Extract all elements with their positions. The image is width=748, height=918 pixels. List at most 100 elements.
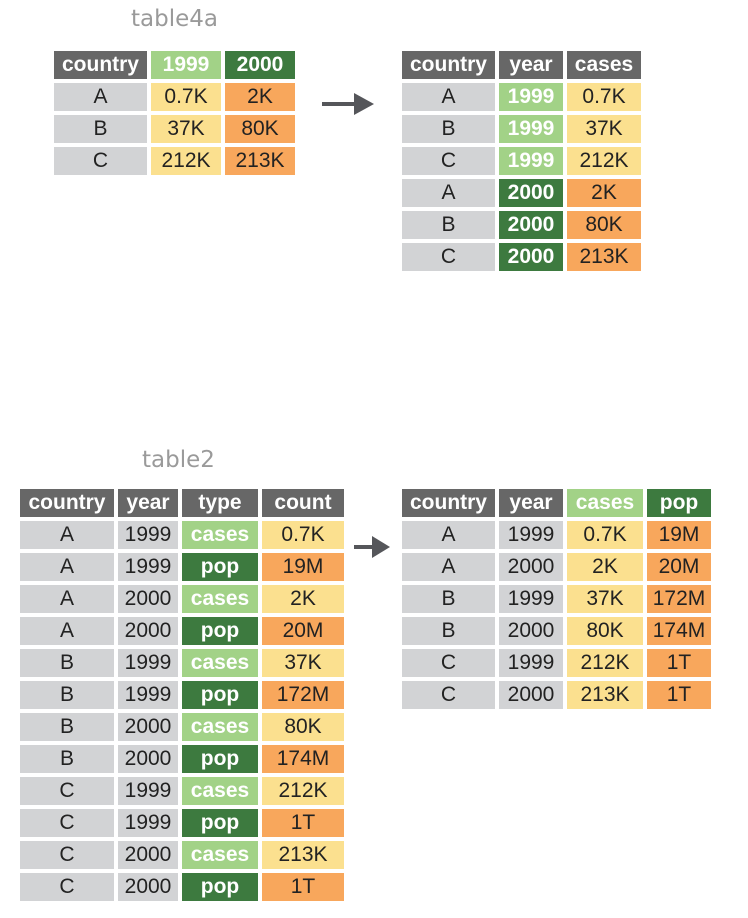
table-cell: B	[402, 617, 495, 645]
table-cell: B	[402, 585, 495, 613]
table4a-caption: table4a	[131, 6, 218, 32]
table-row: A 1999 pop 19M	[20, 553, 344, 581]
column-header: country	[20, 489, 114, 517]
table-cell: 2K	[567, 179, 641, 207]
column-header: country	[402, 51, 495, 79]
table-cell: B	[20, 745, 114, 773]
table-cell: 2000	[118, 585, 178, 613]
table-cell: 212K	[567, 649, 643, 677]
table-cell: 174M	[647, 617, 711, 645]
table-cell: 2000	[499, 617, 563, 645]
table-cell: 80K	[567, 211, 641, 239]
table-cell: 1999	[499, 649, 563, 677]
table-cell: 2000	[499, 211, 563, 239]
table-cell: C	[402, 147, 495, 175]
table2-tidy: country year cases pop A 1999 0.7K 19M A 2000 2K 20…	[402, 489, 711, 713]
table-row: A 1999 cases 0.7K	[20, 521, 344, 549]
table-row: B 2000 cases 80K	[20, 713, 344, 741]
table-cell: C	[20, 873, 114, 901]
table-cell: 213K	[262, 841, 344, 869]
table-cell: 2000	[499, 553, 563, 581]
table-cell: 1T	[647, 649, 711, 677]
column-header: 2000	[225, 51, 295, 79]
table-row: C 2000 213K 1T	[402, 681, 711, 709]
table-cell: pop	[182, 873, 258, 901]
column-header: cases	[567, 489, 643, 517]
table-cell: cases	[182, 521, 258, 549]
table-cell: 1999	[499, 585, 563, 613]
column-header: 1999	[151, 51, 221, 79]
table-cell: cases	[182, 649, 258, 677]
table4a-wide: country 1999 2000 A 0.7K 2K B 37K 80K C 212K 213K	[54, 51, 295, 179]
table-cell: A	[402, 521, 495, 549]
table-row: B 37K 80K	[54, 115, 295, 143]
column-header: country	[54, 51, 147, 79]
table-cell: C	[402, 649, 495, 677]
table-cell: 1999	[499, 147, 563, 175]
table-cell: 0.7K	[262, 521, 344, 549]
table-cell: 0.7K	[567, 83, 641, 111]
table-cell: 213K	[225, 147, 295, 175]
table-cell: pop	[182, 745, 258, 773]
table-cell: 1999	[118, 649, 178, 677]
table-cell: 37K	[567, 585, 643, 613]
table-cell: 2000	[499, 179, 563, 207]
header-row: country year cases pop	[402, 489, 711, 517]
table-row: C 1999 pop 1T	[20, 809, 344, 837]
table-cell: B	[20, 713, 114, 741]
table-cell: 2000	[118, 617, 178, 645]
table-cell: 37K	[567, 115, 641, 143]
table-cell: C	[54, 147, 147, 175]
table-cell: 2K	[225, 83, 295, 111]
table-cell: 1999	[118, 521, 178, 549]
table-cell: 2000	[118, 841, 178, 869]
table-row: A 0.7K 2K	[54, 83, 295, 111]
table-cell: cases	[182, 841, 258, 869]
table-cell: A	[20, 553, 114, 581]
table-row: B 2000 pop 174M	[20, 745, 344, 773]
table-cell: 212K	[567, 147, 641, 175]
table-cell: 80K	[225, 115, 295, 143]
table-row: A 2000 pop 20M	[20, 617, 344, 645]
table-cell: 2000	[499, 681, 563, 709]
table-row: B 1999 37K 172M	[402, 585, 711, 613]
table-row: B 1999 pop 172M	[20, 681, 344, 709]
table-cell: C	[20, 809, 114, 837]
table-cell: A	[20, 521, 114, 549]
column-header: year	[499, 51, 563, 79]
table-row: B 1999 37K	[402, 115, 641, 143]
table2-caption: table2	[142, 447, 215, 473]
column-header: year	[118, 489, 178, 517]
table-cell: 19M	[647, 521, 711, 549]
table-cell: 1T	[262, 873, 344, 901]
table-cell: 174M	[262, 745, 344, 773]
table-cell: 1999	[499, 521, 563, 549]
column-header: country	[402, 489, 495, 517]
table-cell: A	[20, 617, 114, 645]
table-cell: 1999	[118, 777, 178, 805]
table-cell: 1T	[262, 809, 344, 837]
table-cell: cases	[182, 713, 258, 741]
table-cell: 172M	[647, 585, 711, 613]
table-row: C 2000 213K	[402, 243, 641, 271]
table-row: A 1999 0.7K	[402, 83, 641, 111]
table-cell: A	[402, 83, 495, 111]
arrow-icon	[354, 536, 390, 558]
table-cell: pop	[182, 617, 258, 645]
table-cell: 0.7K	[151, 83, 221, 111]
table-row: C 2000 pop 1T	[20, 873, 344, 901]
table-row: B 1999 cases 37K	[20, 649, 344, 677]
table-row: A 2000 cases 2K	[20, 585, 344, 613]
table-cell: 212K	[151, 147, 221, 175]
table-cell: cases	[182, 585, 258, 613]
table-cell: B	[402, 115, 495, 143]
table-cell: B	[20, 681, 114, 709]
table-cell: A	[20, 585, 114, 613]
header-row: country year type count	[20, 489, 344, 517]
table-cell: B	[20, 649, 114, 677]
table-row: C 212K 213K	[54, 147, 295, 175]
table-cell: C	[20, 841, 114, 869]
table-cell: 20M	[647, 553, 711, 581]
table-cell: 80K	[262, 713, 344, 741]
table-cell: C	[20, 777, 114, 805]
